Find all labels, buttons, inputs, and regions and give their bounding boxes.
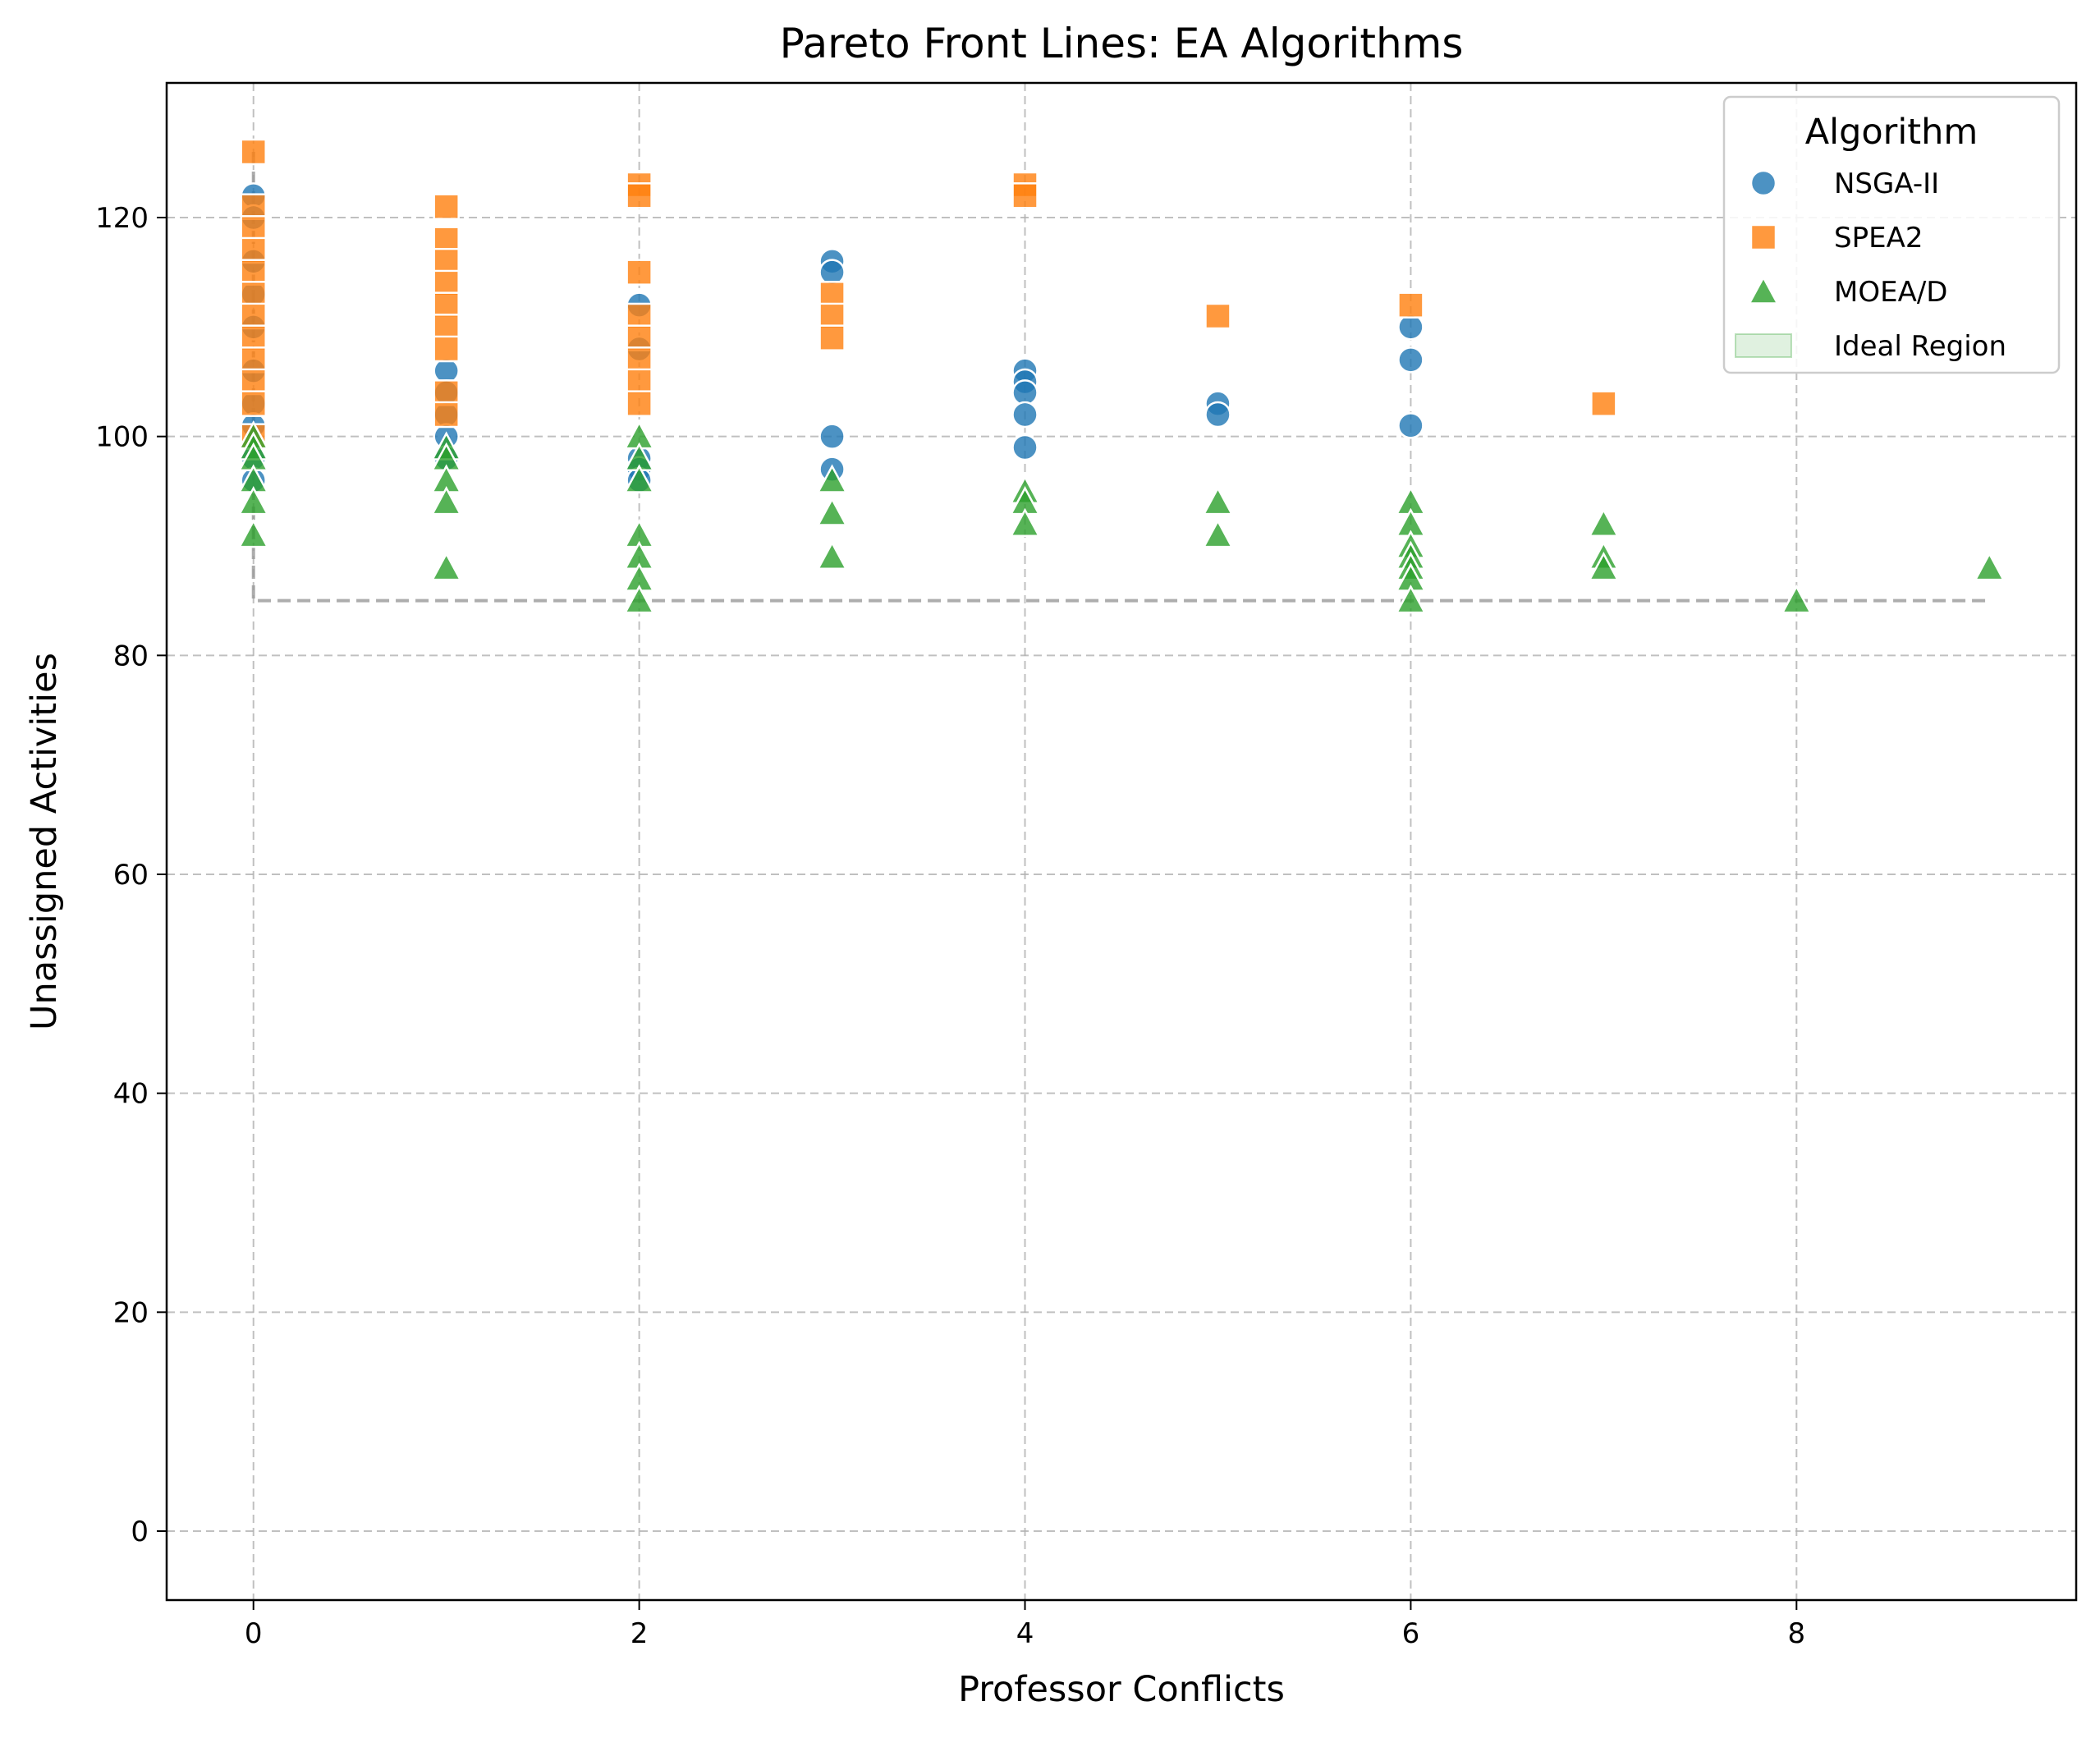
y-tick-label: 100: [95, 421, 149, 454]
x-tick-label: 6: [1402, 1617, 1420, 1650]
data-point: [820, 424, 845, 449]
y-tick-label: 0: [131, 1516, 149, 1548]
legend-label: Ideal Region: [1834, 330, 2006, 363]
x-tick-label: 8: [1788, 1617, 1806, 1650]
x-axis-label: Professor Conflicts: [958, 1669, 1285, 1710]
data-point: [1205, 402, 1230, 427]
data-point: [434, 337, 459, 361]
data-point: [434, 195, 459, 219]
data-point: [241, 392, 266, 416]
chart-title: Pareto Front Lines: EA Algorithms: [780, 20, 1464, 67]
legend-ideal-swatch: [1735, 334, 1791, 357]
data-point: [1591, 392, 1616, 416]
data-point: [820, 326, 845, 351]
data-point: [241, 140, 266, 164]
data-point: [1398, 413, 1423, 438]
y-tick-label: 40: [113, 1078, 149, 1111]
data-point: [1013, 402, 1038, 427]
data-point: [1013, 183, 1038, 208]
legend: Algorithm NSGA-II SPEA2 MOEA/D Ideal Region: [1724, 97, 2059, 373]
data-point: [1398, 293, 1423, 318]
data-point: [434, 402, 459, 427]
legend-label: SPEA2: [1834, 222, 1923, 255]
legend-label: MOEA/D: [1834, 276, 1947, 309]
data-point: [1013, 435, 1038, 460]
x-tick-label: 2: [630, 1617, 649, 1650]
legend-marker: [1751, 171, 1776, 195]
legend-label: NSGA-II: [1834, 167, 1939, 200]
data-point: [627, 392, 652, 416]
data-point: [627, 260, 652, 285]
x-tick-label: 4: [1016, 1617, 1034, 1650]
y-tick-label: 80: [113, 640, 149, 672]
legend-title: Algorithm: [1805, 112, 1978, 153]
data-point: [1205, 304, 1230, 328]
y-axis-label: Unassigned Activities: [24, 653, 65, 1030]
y-tick-label: 60: [113, 859, 149, 892]
legend-marker: [1751, 225, 1776, 250]
data-point: [1398, 347, 1423, 372]
y-tick-label: 20: [113, 1296, 149, 1329]
x-tick-label: 0: [245, 1617, 263, 1650]
data-point: [627, 183, 652, 208]
y-tick-label: 120: [95, 202, 149, 235]
